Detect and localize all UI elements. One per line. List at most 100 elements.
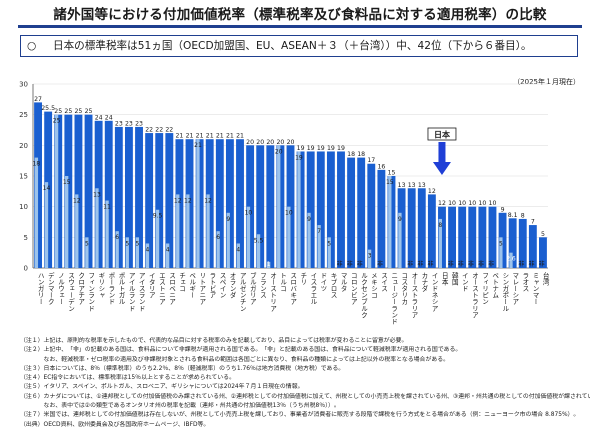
japan-callout-box xyxy=(427,127,457,141)
bar-food-rate xyxy=(155,209,160,268)
bar-standard-rate xyxy=(256,145,265,268)
bar-standard-rate xyxy=(286,145,295,268)
bullet-icon: ○ xyxy=(27,40,37,52)
bar-standard-rate xyxy=(124,126,133,268)
zero-rate-label: 非 xyxy=(488,260,494,268)
data-label-standard: 22 xyxy=(165,127,173,134)
bar-food-rate xyxy=(75,194,79,268)
x-tick-label: ギリシャ xyxy=(97,272,105,299)
bar-standard-rate xyxy=(347,157,356,268)
data-label-standard: 5 xyxy=(541,231,545,238)
x-tick-label: スウェーデン xyxy=(67,272,75,312)
bar-standard-rate xyxy=(488,206,497,268)
data-label-standard: 10 xyxy=(448,200,456,207)
data-label-food: 6 xyxy=(216,234,220,241)
bar-standard-rate xyxy=(448,206,457,268)
data-label-standard: 9 xyxy=(501,206,505,213)
x-tick-label: コロンビア xyxy=(349,272,357,305)
x-tick-label: ハンガリー xyxy=(36,272,44,305)
bar-standard-rate xyxy=(357,157,366,268)
data-label-food: 5 xyxy=(125,240,129,247)
data-label-food: 9 xyxy=(226,216,230,223)
x-tick-label: スイス xyxy=(380,272,388,292)
bar-food-rate xyxy=(317,225,321,268)
bar-food-rate xyxy=(266,261,271,268)
data-label-standard: 10 xyxy=(478,200,486,207)
y-tick-label: 20 xyxy=(19,142,28,150)
x-tick-label: クロアチア xyxy=(77,272,85,305)
bar-standard-rate xyxy=(215,139,224,268)
x-tick-label: マルタ xyxy=(339,272,347,292)
x-tick-label: インドネシア xyxy=(430,272,438,312)
data-label-standard: 23 xyxy=(125,120,133,127)
bar-food-rate xyxy=(509,252,513,268)
x-tick-label: チリ xyxy=(299,272,307,286)
x-tick-label: デンマーク xyxy=(46,271,54,305)
bar-food-rate xyxy=(388,176,392,268)
data-label-standard: 13 xyxy=(418,182,426,189)
zero-rate-label: 非 xyxy=(347,260,353,268)
data-label-standard: 12 xyxy=(438,200,446,207)
bar-food-rate xyxy=(145,243,150,268)
source-note: （出典）OECD資料、欧州委員会及び各国政府ホームページ、IBFD等。 xyxy=(20,421,210,428)
data-label-standard: 25.5 xyxy=(41,105,55,112)
x-tick-label: ノルウェー xyxy=(56,272,64,305)
bar-standard-rate xyxy=(266,145,275,268)
y-tick-label: 25 xyxy=(19,111,28,119)
footnote-1: （注１）上記は、原則的な税率を示したもので、代表的な品目に対する税率のみを記載し… xyxy=(20,338,408,344)
vat-bar-chart: 0510152025302718ハンガリー25.514デンマーク2525ノルウェ… xyxy=(19,81,549,326)
data-label-standard: 21 xyxy=(175,133,183,140)
bar-food-rate xyxy=(135,237,140,268)
x-tick-label: スペイン xyxy=(218,272,226,299)
footnote-2b: なお、軽減税率・ゼロ税率の適用及び非課税対象とされる食料品の範囲は各国ごとに異な… xyxy=(20,356,450,363)
x-tick-label: ミャンマー xyxy=(531,272,539,305)
zero-rate-label: 非 xyxy=(417,260,423,268)
bar-standard-rate xyxy=(518,218,527,268)
bar-food-rate xyxy=(216,231,220,268)
data-label-standard: 8 xyxy=(521,212,525,219)
data-label-standard: 20 xyxy=(256,139,264,146)
bar-food-rate xyxy=(307,212,311,268)
bar-food-rate xyxy=(115,231,119,268)
x-tick-label: ブルガリア xyxy=(248,271,256,305)
bar-food-rate xyxy=(277,145,281,268)
x-tick-label: スロベニア xyxy=(168,272,176,305)
bar-standard-rate xyxy=(135,126,143,268)
y-tick-label: 0 xyxy=(24,265,28,273)
data-label-standard: 10 xyxy=(468,200,476,207)
summary-note: ○ 日本の標準税率は51ヵ国（OECD加盟国、EU、ASEAN＋３（＋台湾））中、… xyxy=(20,35,578,57)
bar-standard-rate xyxy=(145,133,154,268)
x-tick-label: 日本 xyxy=(440,272,448,287)
data-label-standard: 20 xyxy=(287,139,295,146)
data-label-food: 20 xyxy=(275,148,283,155)
data-label-food: 4 xyxy=(236,246,240,253)
data-label-standard: 19 xyxy=(337,145,345,152)
data-label-standard: 21 xyxy=(216,133,224,140)
data-label-standard: 18 xyxy=(357,151,365,158)
zero-rate-label: 非 xyxy=(528,260,534,268)
data-label-food: 2.6 xyxy=(506,256,516,263)
x-tick-label: フランス xyxy=(258,272,266,299)
x-tick-label: ラオス xyxy=(521,272,529,292)
x-tick-label: ポルトガル xyxy=(117,272,125,305)
data-label-standard: 20 xyxy=(266,139,274,146)
data-label-food: 9.5 xyxy=(153,213,163,220)
data-label-standard: 10 xyxy=(458,200,466,207)
bar-food-rate xyxy=(438,218,442,268)
data-label-food: 5 xyxy=(135,240,139,247)
data-label-food: 15 xyxy=(63,179,71,186)
bar-food-rate xyxy=(176,194,180,268)
x-tick-label: リトアニア xyxy=(198,272,206,305)
data-label-standard: 25 xyxy=(54,108,62,115)
footnote-2: （注２）上記中、「非」の記載のある国は、食料品について非課税が適用される国である… xyxy=(20,347,462,354)
footnote-7: （注７）米国では、連邦税としての付加価値税は存在しないが、州税として小売売上税を… xyxy=(20,412,580,419)
data-label-standard: 15 xyxy=(388,170,396,177)
x-tick-label: アルゼンチン xyxy=(238,272,246,312)
data-label-food: 4 xyxy=(166,246,170,253)
zero-rate-label: 非 xyxy=(427,260,433,268)
bar-standard-rate xyxy=(478,206,487,268)
bar-food-rate xyxy=(287,206,291,268)
data-label-standard: 23 xyxy=(115,120,123,127)
bar-food-rate xyxy=(327,237,331,268)
data-label-standard: 19 xyxy=(297,145,305,152)
